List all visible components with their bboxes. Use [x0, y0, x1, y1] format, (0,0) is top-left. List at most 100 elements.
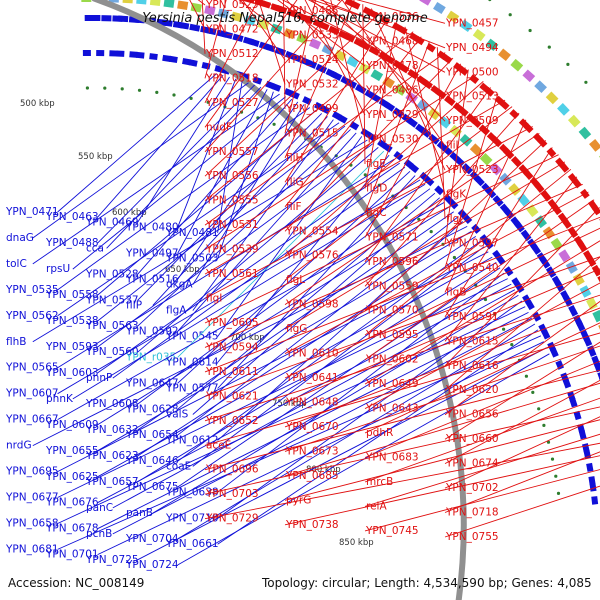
forward-gene-feature	[533, 181, 545, 193]
gene-leader-line	[322, 0, 446, 122]
reverse-gene-feature	[441, 144, 453, 156]
gene-leader-line	[192, 246, 485, 467]
gene-label: YPN_0594	[205, 341, 259, 353]
tick-label: 600 kbp	[112, 208, 147, 218]
gene-leader-line	[177, 170, 411, 384]
gene-label: YPN_0560	[85, 346, 139, 358]
gene-label: YPN_0704	[125, 533, 179, 545]
gene-leader-line	[204, 0, 298, 128]
forward-gene-feature	[414, 35, 425, 46]
reverse-gene-feature	[520, 229, 532, 242]
reverse-strand-labels: YPN_0471YPN_0463YPN_0469YPN_0480YPN_0481…	[5, 73, 550, 571]
gene-label: phnP	[86, 372, 112, 384]
reverse-gene-feature	[383, 101, 396, 112]
gc-skew-mark	[452, 255, 456, 260]
gene-label: YPN_0539	[205, 244, 259, 256]
gene-label: YPN_0755	[445, 531, 499, 543]
gene-leader-line	[444, 256, 600, 391]
gene-leader-line	[72, 96, 286, 270]
gene-label: YPN_0471	[5, 206, 59, 218]
gene-label: rpsU	[46, 263, 70, 275]
forward-gene-feature	[559, 162, 570, 173]
reverse-gene-feature	[513, 220, 525, 233]
gc-skew-mark	[524, 374, 529, 378]
gene-label: YPN_0478	[365, 60, 419, 72]
reverse-gene-feature	[492, 195, 504, 207]
category-block	[459, 133, 473, 147]
forward-gene-feature	[499, 100, 510, 111]
gene-leader-line	[97, 125, 346, 322]
reverse-gene-feature	[162, 54, 171, 62]
gene-label: YPN_0628	[125, 403, 179, 415]
gene-label: YPN_0480	[125, 222, 179, 234]
gene-label: nudF	[206, 121, 232, 133]
gene-label: YPN_0710	[165, 512, 219, 524]
gene-leader-line	[204, 406, 600, 495]
category-block	[489, 162, 503, 176]
gene-label: flgE	[366, 158, 386, 170]
gene-leader-line	[284, 0, 355, 159]
category-block	[308, 38, 322, 50]
forward-gene-feature	[243, 0, 255, 4]
gene-label: YPN_0598	[285, 299, 339, 311]
gene-label: YPN_0608	[85, 398, 139, 410]
category-block	[190, 2, 202, 13]
gene-label: dnaG	[6, 232, 34, 244]
gc-skew-mark	[547, 45, 551, 49]
forward-gene-feature	[491, 135, 503, 148]
gene-leader-line	[364, 63, 462, 238]
reverse-gene-feature	[189, 23, 201, 32]
gene-leader-line	[364, 282, 600, 409]
gene-leader-line	[204, 154, 559, 324]
category-block	[416, 99, 430, 112]
reverse-gene-feature	[349, 121, 360, 131]
gene-label: YPN_0674	[445, 458, 499, 470]
gene-leader-line	[284, 227, 600, 379]
forward-gene-feature	[478, 124, 491, 136]
category-block	[149, 0, 161, 7]
gene-label: dkgA	[166, 279, 193, 291]
gene-leader-line	[177, 89, 268, 254]
gene-label: YPN_0620	[445, 384, 499, 396]
forward-gene-feature	[484, 87, 495, 97]
gene-label: YPN_0512	[205, 48, 259, 60]
category-block	[579, 285, 592, 298]
gene-label: YPN_0607	[5, 388, 59, 400]
reverse-gene-feature	[315, 63, 328, 74]
gene-label: YPN_0570	[365, 305, 419, 317]
gene-label: YPN_0673	[285, 445, 339, 457]
gene-leader-line	[444, 176, 578, 342]
gene-leader-line	[436, 47, 446, 220]
gene-label: YPN_0603	[45, 367, 99, 379]
gc-skew-mark	[546, 440, 551, 444]
gene-leader-line	[97, 311, 529, 530]
gc-skew-mark	[137, 88, 142, 92]
gene-leader-line	[137, 98, 293, 275]
forward-gene-feature	[509, 109, 520, 120]
category-block	[522, 69, 536, 83]
reverse-gene-feature	[586, 462, 594, 472]
gene-leader-line	[204, 31, 414, 202]
category-block	[433, 1, 446, 15]
gene-leader-line	[284, 455, 600, 526]
gene-label: YPN_0609	[45, 419, 99, 431]
reverse-gene-feature	[461, 163, 473, 175]
gene-leader-line	[152, 116, 328, 306]
gene-leader-line	[238, 0, 286, 36]
gene-leader-line	[284, 345, 600, 452]
reverse-gene-feature	[232, 33, 244, 43]
reverse-gene-feature	[290, 90, 300, 100]
reverse-gene-feature	[569, 397, 578, 408]
gc-skew-mark	[584, 80, 588, 84]
gene-label: YPN_0729	[205, 513, 259, 525]
gene-leader-line	[404, 26, 446, 195]
gene-label: YPN_0703	[205, 488, 259, 500]
reverse-gene-feature	[305, 59, 318, 69]
gene-leader-line	[284, 419, 600, 501]
category-block	[81, 0, 92, 3]
reverse-gene-feature	[541, 329, 551, 340]
forward-gene-feature	[259, 0, 272, 9]
gene-label: YPN_0683	[365, 452, 419, 464]
gene-leader-line	[192, 119, 334, 311]
gene-leader-line	[97, 110, 317, 296]
